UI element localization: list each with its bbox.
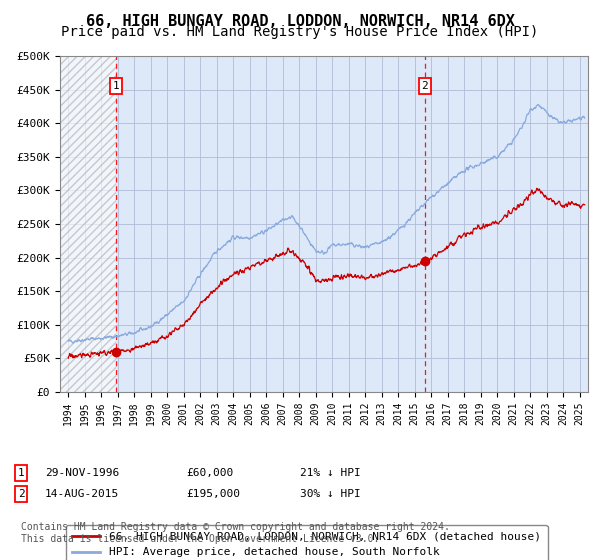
Text: Contains HM Land Registry data © Crown copyright and database right 2024.
This d: Contains HM Land Registry data © Crown c… <box>21 522 450 544</box>
Text: 30% ↓ HPI: 30% ↓ HPI <box>300 489 361 499</box>
Text: 2: 2 <box>17 489 25 499</box>
Legend: 66, HIGH BUNGAY ROAD, LODDON, NORWICH, NR14 6DX (detached house), HPI: Average p: 66, HIGH BUNGAY ROAD, LODDON, NORWICH, N… <box>65 525 548 560</box>
Text: 29-NOV-1996: 29-NOV-1996 <box>45 468 119 478</box>
Text: 2: 2 <box>422 81 428 91</box>
Text: £195,000: £195,000 <box>186 489 240 499</box>
Text: 21% ↓ HPI: 21% ↓ HPI <box>300 468 361 478</box>
Text: 1: 1 <box>113 81 119 91</box>
Text: 66, HIGH BUNGAY ROAD, LODDON, NORWICH, NR14 6DX: 66, HIGH BUNGAY ROAD, LODDON, NORWICH, N… <box>86 14 514 29</box>
Text: Price paid vs. HM Land Registry's House Price Index (HPI): Price paid vs. HM Land Registry's House … <box>61 25 539 39</box>
Text: 1: 1 <box>17 468 25 478</box>
Text: £60,000: £60,000 <box>186 468 233 478</box>
Text: 14-AUG-2015: 14-AUG-2015 <box>45 489 119 499</box>
Bar <box>60 56 116 392</box>
